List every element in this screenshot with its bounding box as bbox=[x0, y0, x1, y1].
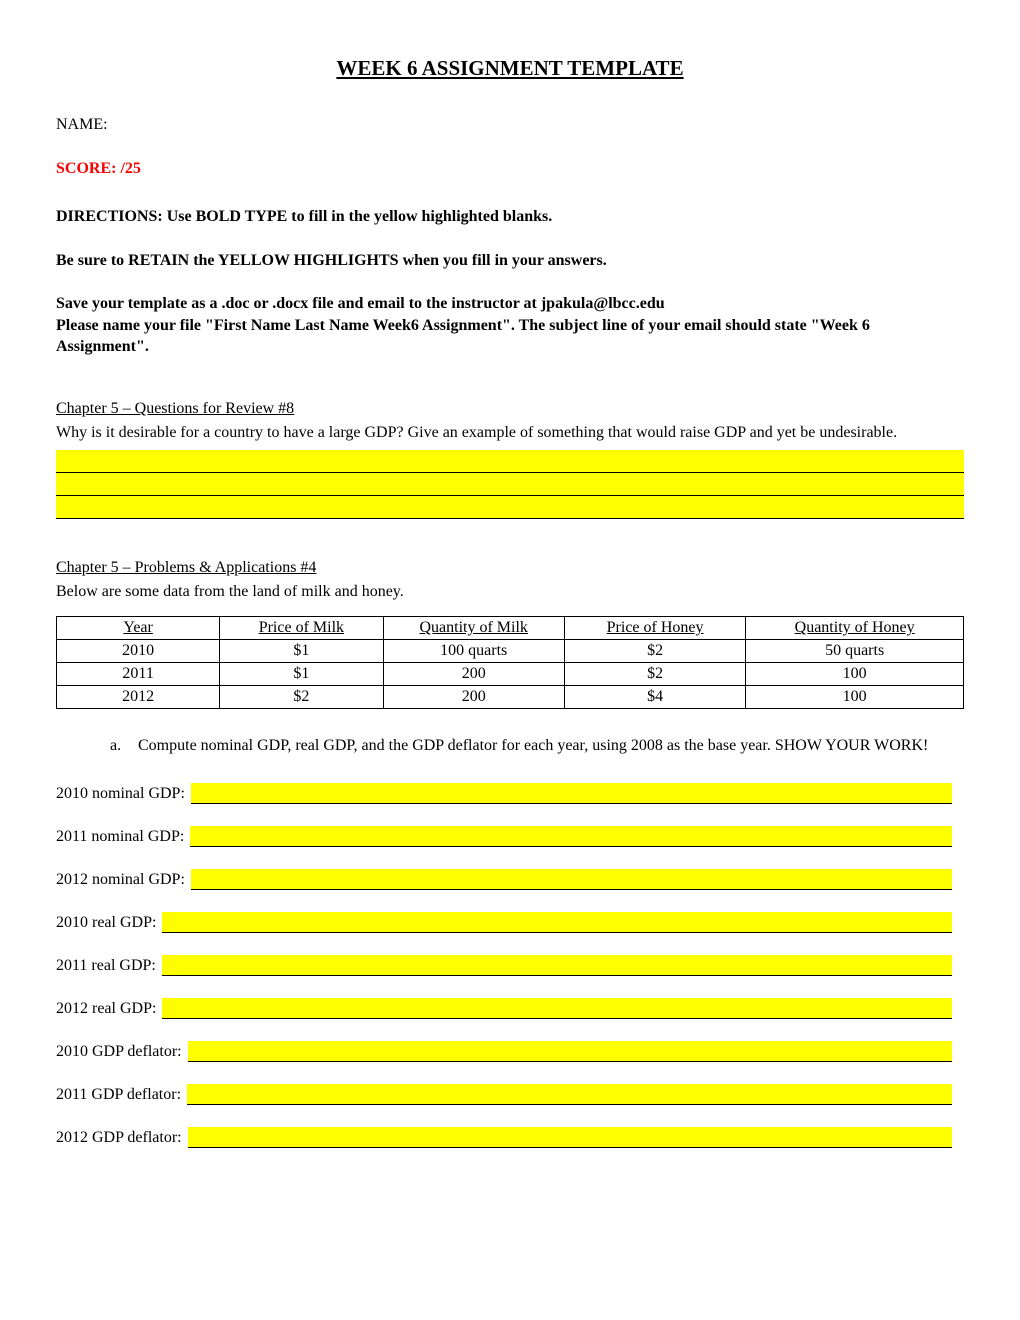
sub-question-text: Compute nominal GDP, real GDP, and the G… bbox=[138, 737, 928, 754]
answer-blank[interactable] bbox=[162, 912, 952, 933]
answer-blank[interactable] bbox=[188, 1041, 952, 1062]
answer-blank[interactable] bbox=[187, 1084, 952, 1105]
answer-tail bbox=[952, 956, 964, 976]
answer-row: 2012 GDP deflator: bbox=[56, 1127, 964, 1148]
cell: 2012 bbox=[57, 686, 220, 709]
cell: 2011 bbox=[57, 663, 220, 686]
blank-line[interactable] bbox=[56, 496, 964, 519]
name-label: NAME: bbox=[56, 116, 964, 134]
answer-blank[interactable] bbox=[191, 783, 952, 804]
table-row: 2011 $1 200 $2 100 bbox=[57, 663, 964, 686]
col-qty-milk: Quantity of Milk bbox=[383, 617, 564, 640]
answer-row: 2011 nominal GDP: bbox=[56, 826, 964, 847]
answer-label: 2011 GDP deflator: bbox=[56, 1085, 187, 1105]
blank-line[interactable] bbox=[56, 450, 964, 473]
cell: 100 quarts bbox=[383, 640, 564, 663]
page-title: WEEK 6 ASSIGNMENT TEMPLATE bbox=[56, 56, 964, 81]
score-label: SCORE: /25 bbox=[56, 160, 964, 178]
answer-label: 2010 GDP deflator: bbox=[56, 1042, 188, 1062]
answer-blank[interactable] bbox=[190, 826, 952, 847]
col-price-honey: Price of Honey bbox=[564, 617, 745, 640]
cell: 100 bbox=[746, 663, 964, 686]
col-price-milk: Price of Milk bbox=[220, 617, 383, 640]
section-2-heading: Chapter 5 – Problems & Applications #4 bbox=[56, 559, 964, 577]
answer-label: 2011 real GDP: bbox=[56, 956, 162, 976]
answer-blank[interactable] bbox=[162, 955, 952, 976]
answer-tail bbox=[952, 827, 964, 847]
cell: 100 bbox=[746, 686, 964, 709]
cell: $2 bbox=[564, 663, 745, 686]
cell: 50 quarts bbox=[746, 640, 964, 663]
sub-question-a: a.Compute nominal GDP, real GDP, and the… bbox=[56, 735, 964, 757]
answer-row: 2011 real GDP: bbox=[56, 955, 964, 976]
answer-blank[interactable] bbox=[162, 998, 952, 1019]
col-qty-honey: Quantity of Honey bbox=[746, 617, 964, 640]
answer-label: 2012 nominal GDP: bbox=[56, 870, 191, 890]
answer-label: 2011 nominal GDP: bbox=[56, 827, 190, 847]
answer-row: 2011 GDP deflator: bbox=[56, 1084, 964, 1105]
answer-tail bbox=[952, 784, 964, 804]
cell: $1 bbox=[220, 663, 383, 686]
section-2-intro: Below are some data from the land of mil… bbox=[56, 581, 964, 603]
answer-tail bbox=[952, 1042, 964, 1062]
section-1-heading: Chapter 5 – Questions for Review #8 bbox=[56, 400, 964, 418]
answer-tail bbox=[952, 999, 964, 1019]
answer-blank[interactable] bbox=[188, 1127, 952, 1148]
answer-blank[interactable] bbox=[191, 869, 952, 890]
answer-row: 2012 nominal GDP: bbox=[56, 869, 964, 890]
answer-row: 2010 nominal GDP: bbox=[56, 783, 964, 804]
answer-label: 2010 nominal GDP: bbox=[56, 784, 191, 804]
data-table: Year Price of Milk Quantity of Milk Pric… bbox=[56, 616, 964, 709]
cell: 200 bbox=[383, 663, 564, 686]
page: WEEK 6 ASSIGNMENT TEMPLATE NAME: SCORE: … bbox=[0, 0, 1020, 1320]
answer-row: 2010 real GDP: bbox=[56, 912, 964, 933]
spacer bbox=[56, 519, 964, 559]
directions-line-1: DIRECTIONS: Use BOLD TYPE to fill in the… bbox=[56, 206, 964, 228]
answer-label: 2010 real GDP: bbox=[56, 913, 162, 933]
answer-label: 2012 real GDP: bbox=[56, 999, 162, 1019]
answer-tail bbox=[952, 1128, 964, 1148]
col-year: Year bbox=[57, 617, 220, 640]
table-row: 2012 $2 200 $4 100 bbox=[57, 686, 964, 709]
answer-tail bbox=[952, 870, 964, 890]
cell: $2 bbox=[220, 686, 383, 709]
answer-row: 2010 GDP deflator: bbox=[56, 1041, 964, 1062]
section-1-answer-blank[interactable] bbox=[56, 450, 964, 519]
answer-tail bbox=[952, 913, 964, 933]
sub-question-letter: a. bbox=[110, 735, 138, 757]
answers-container: 2010 nominal GDP: 2011 nominal GDP: 2012 n… bbox=[56, 783, 964, 1148]
directions-line-3: Save your template as a .doc or .docx fi… bbox=[56, 293, 964, 358]
cell: $4 bbox=[564, 686, 745, 709]
answer-tail bbox=[952, 1085, 964, 1105]
answer-row: 2012 real GDP: bbox=[56, 998, 964, 1019]
cell: 200 bbox=[383, 686, 564, 709]
section-1-question: Why is it desirable for a country to hav… bbox=[56, 422, 964, 444]
table-header-row: Year Price of Milk Quantity of Milk Pric… bbox=[57, 617, 964, 640]
cell: $1 bbox=[220, 640, 383, 663]
directions-line-2: Be sure to RETAIN the YELLOW HIGHLIGHTS … bbox=[56, 250, 964, 272]
answer-label: 2012 GDP deflator: bbox=[56, 1128, 188, 1148]
cell: $2 bbox=[564, 640, 745, 663]
table-row: 2010 $1 100 quarts $2 50 quarts bbox=[57, 640, 964, 663]
cell: 2010 bbox=[57, 640, 220, 663]
blank-line[interactable] bbox=[56, 473, 964, 496]
